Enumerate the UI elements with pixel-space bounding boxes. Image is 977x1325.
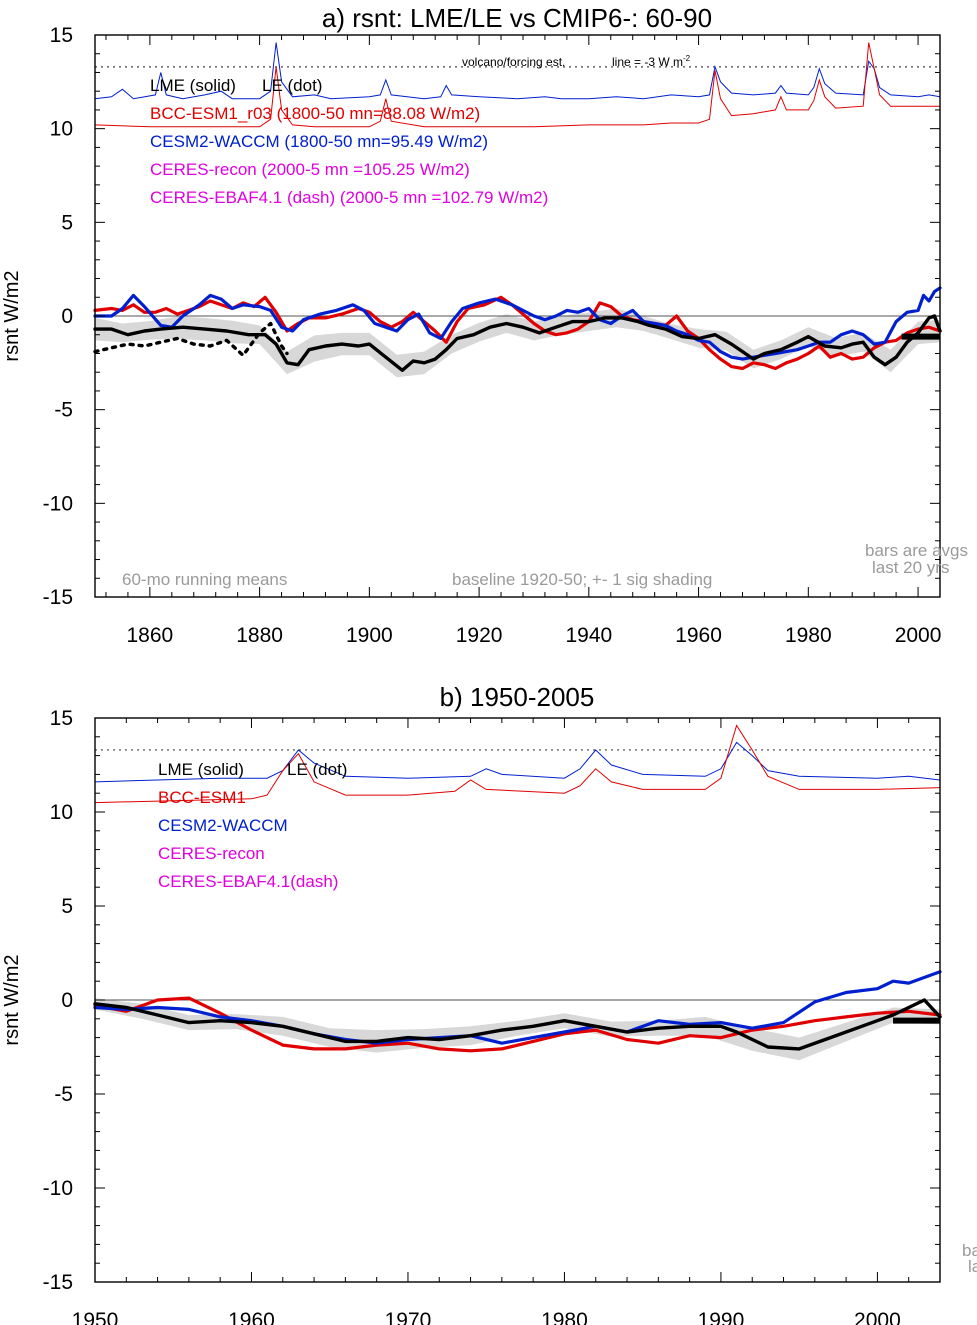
x-tick-label: 1860 [127, 624, 174, 647]
x-tick-label: 1990 [698, 1309, 745, 1325]
y-tick-label: -5 [54, 399, 73, 422]
forcing-line-bcc [94, 42, 940, 128]
annotation-running-means: 60-mo running means [122, 570, 287, 589]
x-tick-label: 1880 [236, 624, 283, 647]
y-tick-label: 5 [61, 895, 73, 918]
legend-ceres-ebaf: CERES-EBAF4.1 (dash) (2000-5 mn =102.79 … [150, 188, 548, 207]
legend-cesm: CESM2-WACCM (1800-50 mn=95.49 W/m2) [150, 132, 488, 151]
annotation-line-sup: -2 [683, 54, 691, 63]
y-tick-label: -10 [43, 1177, 73, 1200]
legend-lme: LME (solid) [150, 76, 236, 95]
x-tick-label: 2000 [895, 624, 942, 647]
y-tick-label: 10 [50, 118, 73, 141]
legend-le: LE (dot) [262, 76, 322, 95]
legend-b-lme: LME (solid) [158, 760, 244, 779]
panel-b: b) 1950-2005 rsnt W/m2 15 10 5 0 -5 -10 -15 195… [1, 682, 977, 1325]
x-tick-label: 1920 [456, 624, 503, 647]
annotation-line-text: line = -3 W m [612, 55, 683, 69]
y-tick-label: 15 [50, 24, 73, 47]
y-tick-label: -15 [43, 586, 73, 609]
panel-b-ylabel: rsnt W/m2 [1, 954, 23, 1045]
annotation-line: line = -3 W m-2 [612, 54, 691, 69]
x-tick-label: 1980 [785, 624, 832, 647]
panel-b-legend: LME (solid) LE (dot) BCC-ESM1 CESM2-WACC… [158, 760, 347, 891]
legend-b-le: LE (dot) [287, 760, 347, 779]
y-tick-label: 0 [61, 989, 73, 1012]
annotation-b-bars-2: la [968, 1257, 977, 1276]
x-tick-label: 1960 [228, 1309, 275, 1325]
y-tick-label: 5 [61, 211, 73, 234]
legend-b-ceres-ebaf: CERES-EBAF4.1(dash) [158, 872, 338, 891]
series-cesm2-waccm [93, 286, 942, 361]
annotation-b-bars-1: ba [962, 1241, 977, 1260]
y-tick-label: -10 [43, 492, 73, 515]
annotation-baseline: baseline 1920-50; +- 1 sig shading [452, 570, 712, 589]
panel-a-legend: LME (solid) LE (dot) BCC-ESM1_r03 (1800-… [150, 76, 548, 207]
series-cesm2-waccm [93, 970, 942, 1045]
y-tick-label: -5 [54, 1083, 73, 1106]
x-tick-label: 1940 [565, 624, 612, 647]
forcing-line-cesm [94, 42, 941, 100]
panel-a-plot-area: 15 10 5 0 -5 -10 -15 1860 1880 1900 1920 1940 1960 19… [43, 24, 942, 647]
legend-b-bcc: BCC-ESM1 [158, 788, 246, 807]
legend-ceres-recon: CERES-recon (2000-5 mn =105.25 W/m2) [150, 160, 470, 179]
x-tick-label: 1950 [72, 1309, 119, 1325]
annotation-volcano: volcano/forcing est. [462, 55, 565, 69]
y-tick-label: 15 [50, 707, 73, 730]
y-tick-label: -15 [43, 1271, 73, 1294]
panel-b-plot-area: 15 10 5 0 -5 -10 -15 1950 1960 1970 1980 1990 2000 [43, 707, 942, 1325]
annotation-bars-2: last 20 yrs [872, 558, 949, 577]
lme-spread-shading [95, 308, 940, 378]
forcing-line-bcc [94, 724, 941, 804]
series-lme-solid [93, 998, 942, 1051]
y-tick-label: 10 [50, 801, 73, 824]
annotation-bars-1: bars are avgs [865, 541, 968, 560]
panel-a-ylabel: rsnt W/m2 [1, 270, 23, 361]
panel-a: a) rsnt: LME/LE vs CMIP6-: 60-90 rsnt W/… [1, 3, 968, 647]
x-tick-label: 1980 [541, 1309, 588, 1325]
y-tick-label: 0 [61, 305, 73, 328]
panel-b-title: b) 1950-2005 [440, 682, 595, 712]
legend-b-cesm: CESM2-WACCM [158, 816, 288, 835]
series-lme-solid [93, 314, 942, 372]
series-le-dot [93, 321, 289, 357]
legend-b-ceres-recon: CERES-recon [158, 844, 265, 863]
x-tick-label: 1900 [346, 624, 393, 647]
x-tick-label: 2000 [854, 1309, 901, 1325]
x-tick-label: 1970 [385, 1309, 432, 1325]
legend-bcc: BCC-ESM1_r03 (1800-50 mn=88.08 W/m2) [150, 104, 480, 123]
x-tick-label: 1960 [675, 624, 722, 647]
panel-a-title: a) rsnt: LME/LE vs CMIP6-: 60-90 [322, 3, 712, 33]
